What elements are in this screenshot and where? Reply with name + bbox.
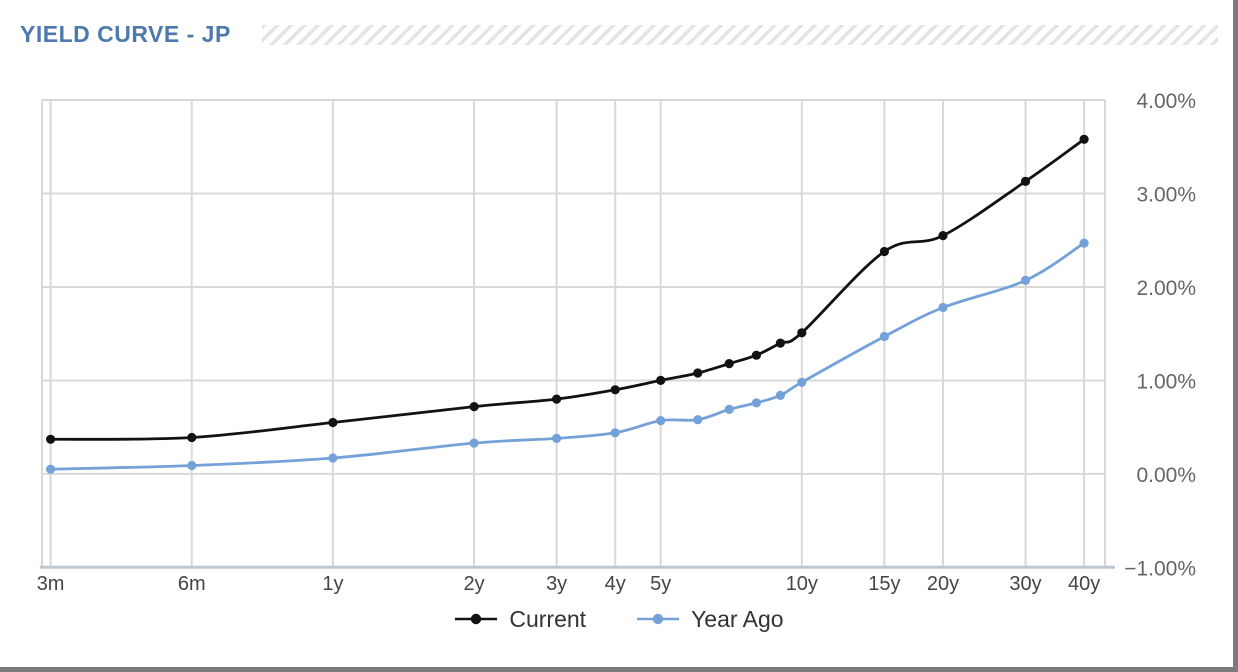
year-ago-point[interactable]	[693, 415, 703, 425]
year-ago-point[interactable]	[187, 460, 197, 471]
legend-label-current: Current	[509, 605, 587, 632]
x-tick-label: 40y	[1068, 573, 1100, 595]
current-point[interactable]	[46, 434, 56, 444]
header-hatch-decoration	[262, 25, 1218, 45]
year-ago-point[interactable]	[656, 416, 666, 426]
yield-curve-chart: 4.00% 3.00% 2.00% 1.00% 0.00% −1.00% 3m 6m 1y 2y 3…	[37, 90, 1196, 595]
x-tick-label: 30y	[1009, 573, 1041, 595]
page-title: YIELD CURVE - JP	[20, 21, 231, 47]
x-tick-label: 5y	[650, 573, 671, 595]
year-ago-legend-marker-icon	[637, 613, 680, 625]
year-ago-point[interactable]	[610, 428, 620, 438]
x-tick-label: 15y	[868, 573, 900, 595]
current-point[interactable]	[797, 328, 807, 338]
year-ago-point[interactable]	[328, 453, 338, 463]
current-point[interactable]	[328, 417, 338, 428]
x-tick-label: 2y	[463, 573, 484, 595]
y-tick-label: 4.00%	[1136, 90, 1196, 113]
current-point[interactable]	[751, 350, 762, 360]
legend-item-current[interactable]: Current	[454, 606, 586, 633]
x-tick-label: 6m	[178, 573, 206, 595]
x-tick-label: 20y	[927, 573, 959, 595]
current-point[interactable]	[1020, 176, 1031, 186]
year-ago-point[interactable]	[797, 377, 807, 387]
current-point[interactable]	[775, 338, 786, 348]
current-point[interactable]	[724, 359, 734, 369]
y-tick-label: 1.00%	[1136, 370, 1196, 393]
current-point[interactable]	[656, 375, 666, 385]
year-ago-point[interactable]	[46, 464, 56, 474]
window-edge-bottom	[0, 667, 1238, 672]
year-ago-point[interactable]	[751, 398, 762, 408]
y-tick-label: −1.00%	[1124, 557, 1196, 580]
legend-item-year-ago[interactable]: Year Ago	[636, 606, 784, 633]
current-point[interactable]	[610, 385, 620, 395]
x-tick-label: 3y	[546, 573, 567, 595]
year-ago-point[interactable]	[775, 390, 786, 400]
window-edge-right	[1233, 0, 1238, 672]
current-point[interactable]	[879, 246, 890, 257]
year-ago-point[interactable]	[879, 331, 890, 342]
current-line	[49, 137, 1086, 441]
y-tick-label: 0.00%	[1136, 464, 1196, 487]
x-tick-label: 10y	[786, 573, 818, 595]
current-point[interactable]	[552, 394, 562, 404]
legend-label-year-ago: Year Ago	[691, 605, 784, 632]
year-ago-point[interactable]	[1079, 238, 1089, 248]
x-tick-label: 4y	[605, 573, 626, 595]
current-legend-marker-icon	[455, 613, 498, 625]
current-point[interactable]	[693, 368, 703, 378]
y-tick-label: 2.00%	[1136, 277, 1196, 300]
current-point[interactable]	[187, 432, 197, 443]
year-ago-point[interactable]	[724, 404, 734, 414]
current-point[interactable]	[938, 231, 948, 241]
x-tick-label: 1y	[322, 573, 343, 595]
chart-legend: Current Year Ago	[0, 601, 1238, 637]
year-ago-point[interactable]	[938, 302, 948, 313]
y-tick-label: 3.00%	[1136, 184, 1196, 207]
current-point[interactable]	[1079, 134, 1089, 144]
year-ago-point[interactable]	[1020, 275, 1031, 285]
current-point[interactable]	[469, 402, 479, 412]
x-tick-label: 3m	[37, 573, 65, 595]
year-ago-point[interactable]	[469, 438, 479, 448]
year-ago-point[interactable]	[552, 433, 562, 443]
widget-header: YIELD CURVE - JP	[20, 21, 1218, 49]
